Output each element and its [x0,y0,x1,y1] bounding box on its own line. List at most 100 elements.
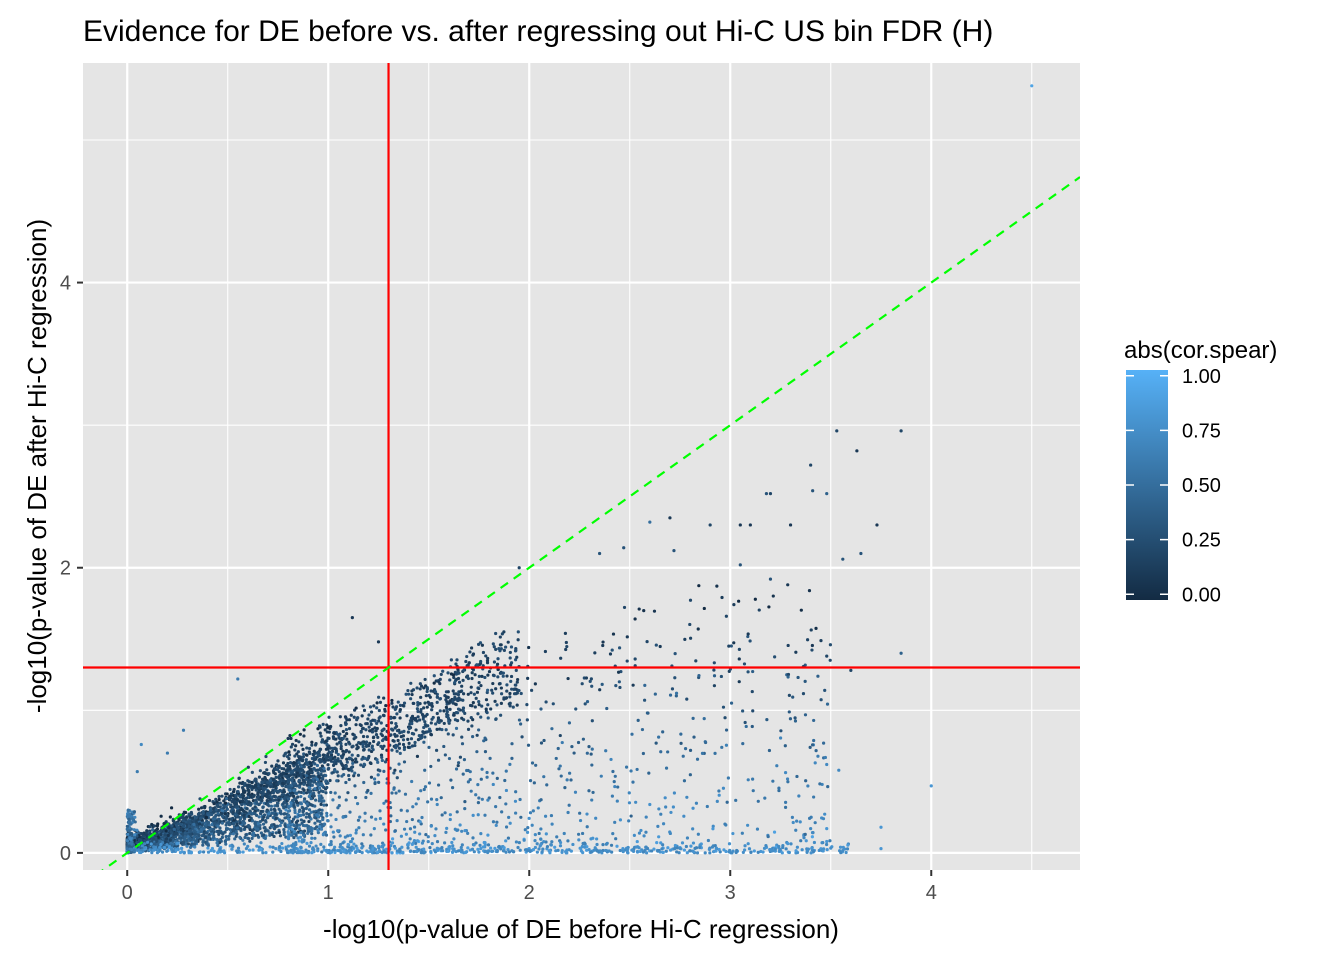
data-point [135,770,139,774]
data-point [549,813,554,818]
data-point [311,752,315,756]
data-point [530,823,534,827]
data-point [317,794,321,798]
data-point [422,740,426,744]
data-point [266,792,270,796]
data-point [133,820,137,824]
data-point [317,799,321,803]
data-point [229,803,233,807]
data-point [823,812,827,816]
data-point [248,818,252,822]
data-point [787,693,791,697]
data-point [514,668,518,672]
data-point [675,850,679,854]
data-point [297,826,301,831]
data-point [273,767,278,771]
data-point [235,822,239,826]
data-point [206,820,211,825]
data-point [719,674,723,679]
data-point [639,828,643,833]
data-point [372,851,377,855]
data-point [265,809,269,814]
data-point [419,789,423,793]
data-point [695,757,700,761]
chart-title: Evidence for DE before vs. after regress… [83,15,993,48]
data-point [682,779,687,783]
data-point [329,840,333,844]
data-point [479,659,483,664]
data-point [236,677,240,681]
data-point [304,758,308,762]
data-point [320,796,324,800]
data-point [370,730,375,734]
data-point [519,815,523,819]
data-point [197,807,201,811]
data-point [468,777,472,782]
data-point [414,802,418,806]
data-point [167,826,171,830]
data-point [751,709,755,713]
data-point [344,798,348,802]
data-point [273,798,278,802]
data-point [393,707,397,712]
data-point [633,617,637,621]
data-point [210,846,215,851]
data-point [737,657,741,661]
data-point [784,847,788,851]
data-point [613,784,617,789]
data-point [317,786,322,790]
data-point [689,844,693,848]
data-point [783,805,788,809]
data-point [844,850,848,855]
data-point [274,789,278,793]
data-point [543,814,548,818]
data-point [130,842,134,846]
data-point [195,839,199,843]
data-point [316,783,320,787]
data-point [378,769,382,773]
data-point [377,719,381,723]
data-point [563,631,568,635]
data-point [317,790,321,794]
data-point [302,752,306,756]
data-point [712,661,716,665]
data-point [409,737,414,741]
data-point [807,816,812,820]
data-point [537,847,541,851]
data-point [454,767,459,771]
data-point [389,844,393,848]
data-point [702,606,706,611]
data-point [228,787,232,792]
data-point [779,729,783,733]
data-point [504,645,508,649]
data-point [297,839,301,843]
data-point [333,755,337,759]
data-point [463,800,467,804]
data-point [152,824,157,828]
data-point [406,730,410,734]
data-point [250,770,254,774]
data-point [625,635,629,639]
data-point [272,827,277,831]
data-point [212,849,216,853]
data-point [362,762,366,766]
data-point [397,762,401,766]
data-point [272,781,276,786]
data-point [231,810,235,814]
data-point [452,713,456,717]
data-point [334,747,338,751]
data-point [310,832,314,836]
data-point [410,689,414,693]
data-point [444,728,448,732]
data-point [341,729,345,734]
data-point [398,769,403,773]
data-point [828,839,832,843]
data-point [510,742,514,746]
data-point [329,842,333,847]
data-point [480,643,484,647]
data-point [236,789,240,794]
data-point [224,842,228,846]
data-point [328,756,332,760]
data-point [457,671,461,675]
data-point [590,798,594,802]
